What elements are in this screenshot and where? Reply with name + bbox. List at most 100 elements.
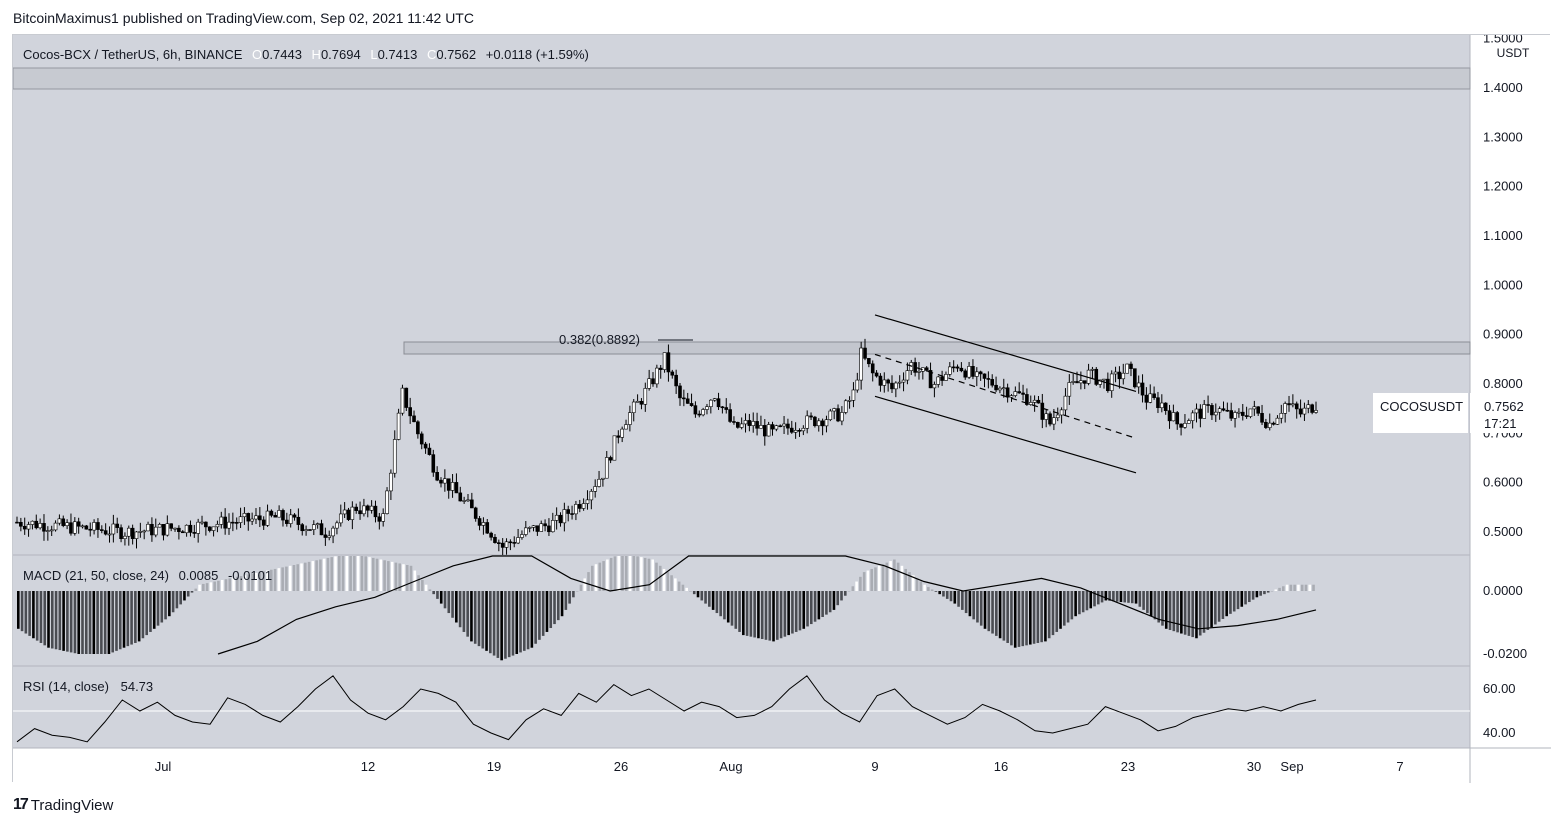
macd-histogram-bar [753, 591, 756, 638]
symbol-pair[interactable]: Cocos-BCX / TetherUS, 6h, BINANCE [23, 47, 243, 62]
descending-channel[interactable] [874, 314, 1137, 474]
macd-histogram-bar [606, 559, 609, 591]
candle-body [477, 518, 482, 526]
candle-body [153, 526, 158, 536]
macd-histogram-bar [689, 591, 692, 592]
macd-histogram-bar [356, 556, 360, 591]
candle-body [1001, 387, 1006, 390]
symbol-bar[interactable]: Cocos-BCX / TetherUS, 6h, BINANCE O0.744… [23, 47, 589, 62]
macd-histogram-bar [205, 583, 209, 591]
candle-body [577, 504, 582, 509]
macd-histogram-bar [224, 579, 228, 591]
candle-body [84, 525, 89, 530]
candle-body [1221, 408, 1226, 411]
macd-histogram-bar [787, 591, 790, 636]
macd-histogram-bar [1153, 591, 1157, 620]
candle-body [416, 421, 420, 435]
macd-histogram-bar [1032, 591, 1036, 644]
macd-histogram-bar [692, 591, 696, 595]
macd-signal-line [217, 555, 1317, 655]
candle-body [219, 516, 224, 525]
macd-histogram-bar [134, 591, 137, 643]
macd-histogram-bar [179, 591, 182, 605]
candle-body [238, 516, 243, 523]
candle-body [1225, 409, 1230, 412]
channel-mid-line[interactable] [874, 353, 1137, 439]
macd-histogram-bar [1191, 591, 1194, 638]
macd-histogram-bar [923, 584, 926, 591]
macd-histogram-bar [919, 581, 923, 591]
chart-canvas[interactable]: 0.382(0.8892) Cocos-BCX / TetherUS, 6h, … [12, 31, 1551, 783]
macd-histogram-bar [1180, 591, 1183, 634]
candle-body [500, 542, 505, 548]
candle-body [88, 528, 93, 531]
candle-body [246, 513, 251, 522]
candle-body [165, 523, 170, 536]
macd-histogram-bar [428, 589, 432, 591]
macd-histogram-bar [402, 564, 405, 591]
macd-histogram-bar [387, 561, 390, 591]
macd-histogram-bar [273, 568, 277, 591]
macd-histogram-bar [640, 557, 643, 591]
candle-body [743, 420, 748, 425]
macd-pane[interactable]: 0.0000 -0.0200 [17, 555, 1527, 661]
candle-body [142, 530, 147, 533]
macd-histogram-bar [258, 572, 262, 591]
candle-body [720, 406, 725, 409]
macd-histogram-bar [451, 591, 454, 618]
candle-body [805, 415, 809, 429]
macd-histogram-bar [292, 565, 296, 591]
macd-histogram-bar [1025, 591, 1028, 646]
macd-histogram-bar [700, 591, 704, 601]
macd-histogram-bar [908, 572, 911, 591]
candle-body [1109, 373, 1114, 392]
candle-body [963, 370, 968, 378]
candle-body [978, 371, 983, 375]
macd-histogram-bar [1304, 584, 1308, 591]
channel-upper-line[interactable] [874, 314, 1137, 392]
candle-body [1067, 382, 1072, 397]
candle-body [824, 419, 829, 427]
macd-histogram-bar [760, 591, 764, 640]
chart-frame[interactable]: 0.382(0.8892) Cocos-BCX / TetherUS, 6h, … [12, 31, 1551, 783]
candle-body [1032, 399, 1037, 403]
macd-histogram-bar [587, 572, 590, 591]
candle-body [362, 505, 366, 515]
macd-histogram-bar [443, 591, 447, 609]
macd-histogram-bar [979, 591, 983, 626]
macd-histogram-bar [24, 591, 28, 634]
candle-body [1040, 402, 1045, 420]
candle-body [539, 523, 544, 532]
candle-body [535, 525, 540, 532]
macd-histogram-bar [1036, 591, 1040, 643]
candle-body [312, 524, 316, 530]
candle-body [1202, 404, 1207, 419]
channel-lower-line[interactable] [874, 395, 1137, 474]
rsi-legend: RSI (14, close) 54.73 [23, 679, 153, 694]
tradingview-logo[interactable]: 17 TradingView [13, 796, 113, 814]
macd-histogram-bar [651, 559, 654, 591]
time-axis[interactable]: Jul 12 19 26 Aug 9 16 23 30 Sep 7 [155, 759, 1404, 774]
macd-histogram-bar [704, 591, 707, 604]
candle-body [408, 407, 412, 417]
candle-body [365, 505, 370, 511]
macd-histogram-bar [1089, 591, 1093, 609]
candle-body [207, 526, 212, 531]
candle-body [793, 429, 798, 433]
macd-histogram-bar [168, 591, 171, 617]
macd-histogram-bar [930, 589, 934, 591]
candle-body [832, 408, 836, 412]
macd-histogram-bar [772, 591, 775, 642]
macd-histogram-bar [1002, 591, 1006, 641]
rsi-pane[interactable]: 60.00 40.00 [13, 675, 1516, 743]
macd-histogram-bar [877, 565, 881, 591]
candle-body [458, 492, 463, 502]
macd-histogram-bar [832, 591, 836, 610]
ohlc-l-label: L [370, 47, 377, 62]
candle-body [608, 457, 613, 461]
candle-body [46, 530, 50, 532]
macd-histogram-bar [1055, 591, 1059, 632]
candle-body [215, 524, 220, 528]
macd-histogram-bar [911, 575, 915, 591]
candle-body [1217, 408, 1222, 413]
